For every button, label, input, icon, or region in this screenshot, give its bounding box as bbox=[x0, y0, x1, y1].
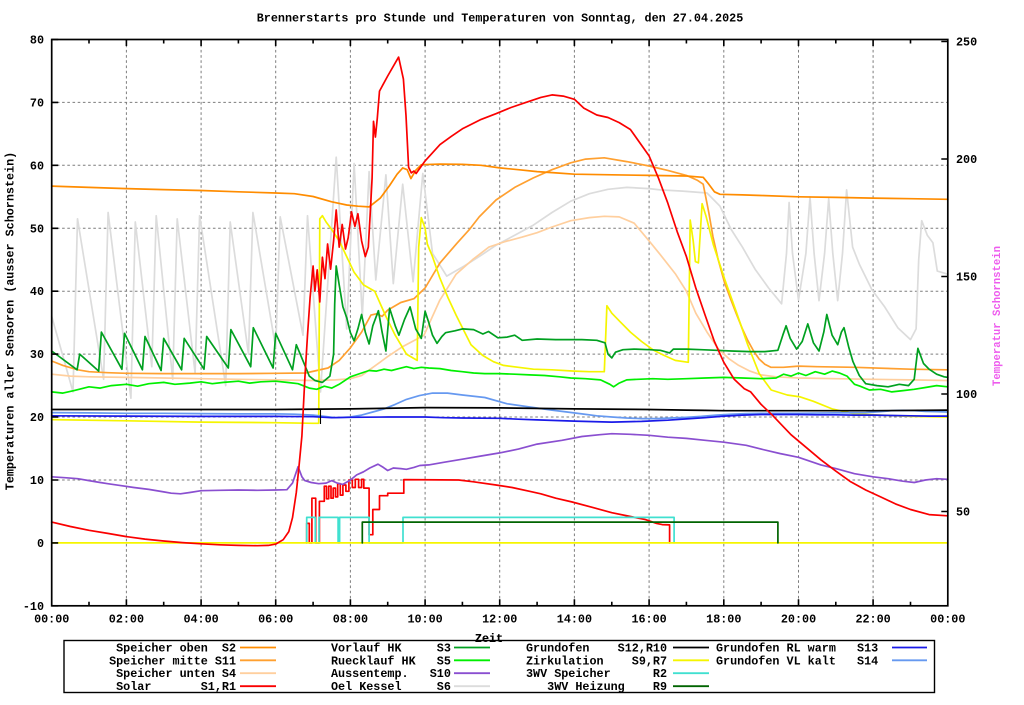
svg-text:Oel Kessel S6: Oel Kessel S6 bbox=[331, 680, 451, 694]
svg-text:Vorlauf HK S3: Vorlauf HK S3 bbox=[331, 642, 451, 656]
svg-text:00:00: 00:00 bbox=[34, 613, 69, 627]
svg-text:20: 20 bbox=[30, 411, 44, 425]
svg-text:100: 100 bbox=[956, 388, 977, 402]
svg-text:-10: -10 bbox=[23, 600, 44, 614]
svg-text:22:00: 22:00 bbox=[855, 613, 890, 627]
svg-text:20:00: 20:00 bbox=[781, 613, 816, 627]
svg-text:Speicher unten S4: Speicher unten S4 bbox=[116, 667, 236, 681]
svg-text:80: 80 bbox=[30, 34, 44, 48]
svg-text:Grundofen RL warm S13: Grundofen RL warm S13 bbox=[716, 642, 878, 656]
svg-text:10:00: 10:00 bbox=[407, 613, 442, 627]
svg-text:Speicher oben S2: Speicher oben S2 bbox=[116, 642, 236, 656]
svg-text:12:00: 12:00 bbox=[482, 613, 517, 627]
svg-text:Grundofen S12,R10: Grundofen S12,R10 bbox=[526, 642, 667, 656]
svg-text:Temperatur Schornstein: Temperatur Schornstein bbox=[992, 246, 1004, 386]
svg-text:3WV Speicher R2: 3WV Speicher R2 bbox=[526, 667, 667, 681]
svg-text:Aussentemp. S10: Aussentemp. S10 bbox=[331, 667, 451, 681]
svg-text:50: 50 bbox=[956, 506, 970, 520]
svg-text:Zeit: Zeit bbox=[475, 632, 503, 646]
svg-text:Speicher mitte S11: Speicher mitte S11 bbox=[109, 654, 236, 668]
svg-text:Zirkulation S9,R7: Zirkulation S9,R7 bbox=[526, 654, 667, 668]
svg-text:150: 150 bbox=[956, 271, 977, 285]
svg-text:16:00: 16:00 bbox=[631, 613, 666, 627]
svg-text:Temperaturen aller Sensoren (a: Temperaturen aller Sensoren (ausser Scho… bbox=[4, 152, 18, 490]
svg-text:08:00: 08:00 bbox=[333, 613, 368, 627]
svg-text:Ruecklauf HK S5: Ruecklauf HK S5 bbox=[331, 654, 451, 668]
svg-text:30: 30 bbox=[30, 348, 44, 362]
svg-text:04:00: 04:00 bbox=[183, 613, 218, 627]
svg-text:250: 250 bbox=[956, 36, 977, 50]
svg-text:200: 200 bbox=[956, 153, 977, 167]
svg-text:50: 50 bbox=[30, 222, 44, 236]
svg-text:Brennerstarts pro Stunde und T: Brennerstarts pro Stunde und Temperature… bbox=[257, 12, 744, 26]
svg-text:60: 60 bbox=[30, 159, 44, 173]
svg-text:06:00: 06:00 bbox=[258, 613, 293, 627]
svg-text:3WV Heizung R9: 3WV Heizung R9 bbox=[526, 680, 667, 694]
svg-text:Solar S1,R1: Solar S1,R1 bbox=[116, 680, 236, 694]
svg-text:70: 70 bbox=[30, 96, 44, 110]
svg-text:0: 0 bbox=[37, 537, 44, 551]
svg-text:40: 40 bbox=[30, 285, 44, 299]
svg-text:00:00: 00:00 bbox=[930, 613, 965, 627]
svg-text:10: 10 bbox=[30, 474, 44, 488]
svg-text:02:00: 02:00 bbox=[109, 613, 144, 627]
svg-text:18:00: 18:00 bbox=[706, 613, 741, 627]
svg-text:Grundofen VL kalt S14: Grundofen VL kalt S14 bbox=[716, 654, 878, 668]
svg-text:14:00: 14:00 bbox=[557, 613, 592, 627]
